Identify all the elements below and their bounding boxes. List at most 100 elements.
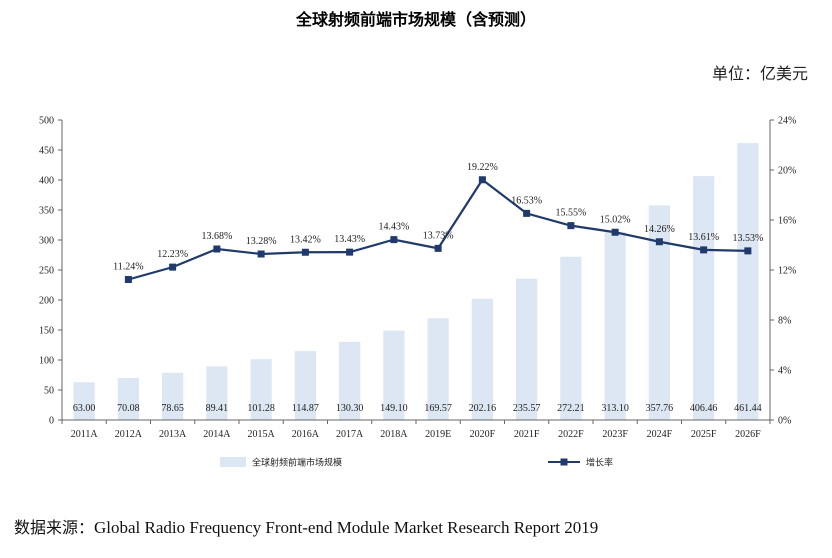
x-tick-label: 2026F: [735, 429, 761, 440]
source-prefix: 数据来源：: [14, 518, 95, 537]
bar-value-label: 313.10: [601, 403, 629, 414]
y-right-tick-label: 0%: [778, 416, 791, 427]
y-right-tick-label: 16%: [778, 216, 796, 227]
bar-value-label: 461.44: [734, 403, 762, 414]
line-layer: [124, 176, 752, 283]
growth-marker: [346, 248, 354, 256]
y-left-tick-label: 400: [39, 176, 54, 187]
growth-marker: [744, 247, 752, 255]
bar: [206, 366, 228, 420]
bar: [294, 351, 316, 420]
legend-line-label: 增长率: [586, 457, 613, 469]
growth-value-label: 15.55%: [555, 208, 586, 219]
y-left-tick-label: 100: [39, 356, 54, 367]
bar: [427, 318, 449, 420]
axes-layer: 0 50 100 150 200 250 300 350 400 450 500 0% 4% 8% 12% 1…: [39, 116, 796, 441]
x-tick-label: 2017A: [336, 429, 364, 440]
bar: [471, 298, 493, 420]
growth-marker: [169, 263, 177, 271]
bar-value-label: 70.08: [117, 403, 140, 414]
growth-marker: [611, 228, 619, 236]
bar: [560, 256, 582, 420]
y-left-tick-label: 200: [39, 296, 54, 307]
bar: [250, 359, 272, 420]
growth-marker: [655, 238, 663, 246]
growth-value-label: 14.26%: [644, 224, 675, 235]
growth-value-label: 13.61%: [688, 232, 719, 243]
bar-value-label: 235.57: [513, 403, 541, 414]
x-tick-label: 2012A: [115, 429, 143, 440]
growth-marker: [301, 248, 309, 256]
bar-value-label: 149.10: [380, 403, 408, 414]
bar-value-label: 357.76: [646, 403, 674, 414]
bar-value-label: 202.16: [469, 403, 497, 414]
y-right-tick-label: 20%: [778, 166, 796, 177]
bar: [339, 341, 361, 420]
chart-title: 全球射频前端市场规模（含预测）: [295, 10, 536, 29]
labels-layer: 63.00 70.08 78.65 89.41 101.28 114.87 130.30 14…: [73, 162, 763, 414]
growth-value-label: 11.24%: [113, 262, 143, 273]
y-left-tick-label: 500: [39, 116, 54, 127]
x-tick-label: 2024F: [647, 429, 673, 440]
growth-value-label: 13.68%: [201, 231, 232, 242]
growth-value-label: 12.23%: [157, 249, 188, 260]
y-left-tick-label: 150: [39, 326, 54, 337]
x-tick-label: 2023F: [602, 429, 628, 440]
x-tick-label: 2015A: [248, 429, 276, 440]
bar: [693, 176, 715, 420]
growth-marker: [434, 244, 442, 252]
y-left-tick-label: 250: [39, 266, 54, 277]
growth-value-label: 13.28%: [246, 236, 277, 247]
x-tick-label: 2025F: [691, 429, 717, 440]
x-tick-label: 2018A: [380, 429, 408, 440]
bar-value-label: 114.87: [292, 403, 319, 414]
growth-value-label: 16.53%: [511, 195, 542, 206]
y-left-tick-label: 350: [39, 206, 54, 217]
growth-marker: [390, 236, 398, 244]
growth-marker: [567, 222, 575, 230]
y-left-tick-label: 300: [39, 236, 54, 247]
y-left-tick-label: 50: [44, 386, 54, 397]
legend-bar-swatch: [220, 457, 246, 467]
bar-value-label: 406.46: [690, 403, 718, 414]
growth-marker: [124, 276, 132, 283]
x-tick-label: 2022F: [558, 429, 584, 440]
y-right-tick-label: 4%: [778, 366, 791, 377]
bar: [604, 232, 626, 420]
bar: [162, 372, 184, 420]
bars-layer: [73, 143, 759, 421]
growth-value-label: 14.43%: [378, 222, 409, 233]
bar-value-label: 101.28: [247, 403, 275, 414]
bar: [737, 143, 759, 421]
bar: [516, 278, 538, 420]
x-tick-label: 2014A: [203, 429, 231, 440]
y-right-tick-label: 12%: [778, 266, 796, 277]
y-right-tick-label: 24%: [778, 116, 796, 127]
y-right-tick-label: 8%: [778, 316, 791, 327]
legend-line-marker: [560, 458, 568, 466]
data-source: 数据来源：Global Radio Frequency Front-end Mo…: [14, 514, 598, 538]
growth-marker: [523, 209, 531, 217]
legend-bar-label: 全球射频前端市场规模: [252, 457, 342, 469]
growth-value-label: 13.42%: [290, 234, 321, 245]
x-tick-label: 2011A: [71, 429, 99, 440]
growth-value-label: 19.22%: [467, 162, 498, 173]
y-left-tick-label: 450: [39, 146, 54, 157]
growth-marker: [213, 245, 221, 253]
growth-marker: [700, 246, 708, 254]
growth-marker: [478, 176, 486, 184]
legend: 全球射频前端市场规模 增长率: [220, 457, 613, 469]
growth-value-label: 13.43%: [334, 234, 365, 245]
x-tick-label: 2021F: [514, 429, 540, 440]
bar: [73, 382, 95, 420]
y-left-tick-label: 0: [49, 416, 54, 427]
x-tick-label: 2013A: [159, 429, 187, 440]
bar-value-label: 130.30: [336, 403, 364, 414]
x-tick-label: 2020F: [470, 429, 496, 440]
chart-svg: 0 50 100 150 200 250 300 350 400 450 500 0% 4% 8% 12% 1…: [39, 116, 796, 469]
bar: [383, 330, 405, 420]
growth-value-label: 13.73%: [423, 230, 454, 241]
growth-value-label: 13.53%: [732, 233, 763, 244]
x-tick-label: 2016A: [292, 429, 320, 440]
source-text: Global Radio Frequency Front-end Module …: [94, 518, 599, 537]
